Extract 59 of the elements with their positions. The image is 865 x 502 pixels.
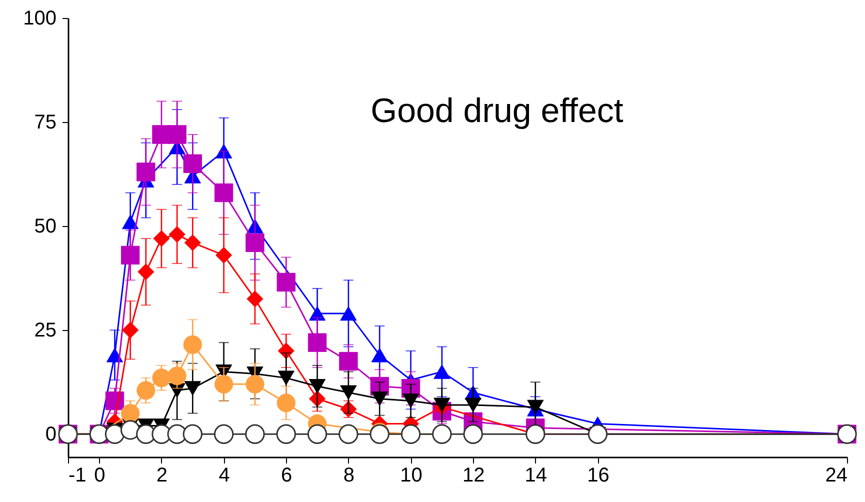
point <box>370 424 390 444</box>
point <box>246 374 264 394</box>
point <box>308 333 327 352</box>
point <box>183 335 202 354</box>
point <box>104 424 125 444</box>
point <box>122 322 139 338</box>
point <box>276 394 296 412</box>
point <box>138 264 154 280</box>
x-tick-label: 10 <box>400 464 422 486</box>
x-tick-label: 16 <box>587 464 610 486</box>
point <box>168 226 186 243</box>
point <box>371 348 388 362</box>
annotation: Good drug effect <box>370 92 624 130</box>
point <box>153 230 170 247</box>
point <box>184 234 201 252</box>
point <box>120 420 140 440</box>
point <box>106 348 124 362</box>
point <box>120 246 140 265</box>
point <box>339 352 358 371</box>
point <box>340 306 357 321</box>
point <box>120 404 140 423</box>
point <box>463 424 483 444</box>
x-tick-label: 0 <box>94 464 106 486</box>
point <box>214 183 234 202</box>
point <box>434 398 450 412</box>
point <box>122 214 139 230</box>
point <box>371 392 388 406</box>
y-tick-label: 0 <box>45 424 56 446</box>
point <box>215 246 232 264</box>
x-tick-label: 12 <box>462 464 485 486</box>
y-tick-label: 75 <box>34 112 56 134</box>
point <box>136 162 156 182</box>
point <box>152 368 171 388</box>
x-tick-label: -1 <box>68 464 86 486</box>
point <box>308 379 326 394</box>
point <box>214 374 234 394</box>
y-tick-label: 100 <box>23 8 56 30</box>
point <box>168 125 186 144</box>
x-tick-label: 8 <box>343 464 355 486</box>
x-tick-label: 2 <box>156 464 168 486</box>
x-tick-label: 4 <box>218 464 230 486</box>
x-tick-label: 14 <box>524 464 548 486</box>
point <box>464 398 482 412</box>
x-tick-label: 6 <box>281 464 292 486</box>
point <box>340 385 357 400</box>
point <box>402 394 420 408</box>
y-tick-label: 25 <box>34 320 56 342</box>
point <box>434 364 450 379</box>
point <box>246 233 264 252</box>
point <box>246 290 264 308</box>
point <box>183 154 202 173</box>
point <box>307 424 328 444</box>
point <box>184 381 201 396</box>
point <box>278 370 294 386</box>
point <box>276 272 296 292</box>
x-tick-label: 24 <box>825 464 848 486</box>
point <box>136 381 156 400</box>
point <box>168 366 186 386</box>
y-tick-label: 50 <box>34 216 56 238</box>
